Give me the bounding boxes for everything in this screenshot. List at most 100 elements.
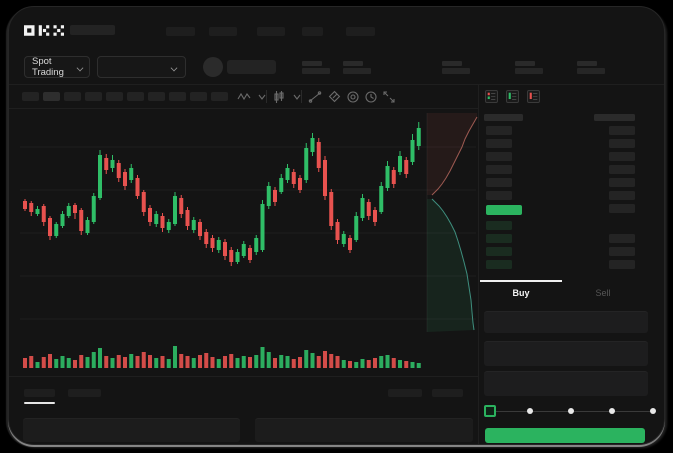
interval-button-skeleton[interactable] <box>64 92 81 101</box>
ask-amount-row-skeleton[interactable] <box>609 126 635 135</box>
ask-price-row-skeleton[interactable] <box>486 165 512 174</box>
history-clock-icon[interactable] <box>364 90 378 104</box>
coin-avatar <box>203 57 223 77</box>
bottom-tab-active-underline <box>24 402 55 404</box>
bottom-action-button-1[interactable] <box>388 389 422 397</box>
ask-amount-row-skeleton[interactable] <box>609 204 635 213</box>
book-bids-icon[interactable] <box>506 90 519 103</box>
stat-value-skeleton <box>302 68 330 74</box>
chevron-down-icon <box>77 64 82 71</box>
orderbook-price-header-skeleton <box>484 114 523 121</box>
chart-bottom-divider <box>9 376 478 377</box>
ticker-stat-skeleton <box>442 61 470 75</box>
stat-label-skeleton <box>577 61 597 66</box>
bottom-tab-1[interactable] <box>24 389 55 397</box>
bid-price-row-skeleton[interactable] <box>486 234 512 243</box>
bid-amount-row-skeleton[interactable] <box>609 247 635 256</box>
stat-value-skeleton <box>343 68 371 74</box>
book-asks-icon[interactable] <box>527 90 540 103</box>
chevron-down-icon[interactable] <box>290 90 304 104</box>
toolbar-divider <box>9 108 478 109</box>
pair-name-skeleton <box>227 60 276 74</box>
bid-price-row-skeleton[interactable] <box>486 221 512 230</box>
slider-stop-0[interactable] <box>484 405 496 417</box>
market-type-label: Spot Trading <box>32 56 64 78</box>
trade-tab-indicator <box>480 280 562 282</box>
total-input-skeleton[interactable] <box>484 371 648 396</box>
amount-input-skeleton[interactable] <box>484 341 648 366</box>
header-title-skeleton <box>70 25 115 35</box>
ask-amount-row-skeleton[interactable] <box>609 191 635 200</box>
slider-stop-4[interactable] <box>650 408 656 414</box>
nav-item-skeleton[interactable] <box>302 27 323 36</box>
stat-value-skeleton <box>577 68 605 74</box>
stat-label-skeleton <box>442 61 462 66</box>
bottom-info-bar-1 <box>23 418 240 442</box>
ticker-stat-skeleton <box>577 61 605 75</box>
buy-submit-button[interactable] <box>485 428 645 443</box>
header-divider <box>9 84 664 85</box>
slider-stop-2[interactable] <box>568 408 574 414</box>
okx-logo <box>24 25 64 36</box>
interval-button-skeleton[interactable] <box>43 92 60 101</box>
chevron-down-icon[interactable] <box>255 90 269 104</box>
bid-price-row-skeleton[interactable] <box>486 247 512 256</box>
tablet-screen: Spot Trading Buy Sell <box>8 6 665 445</box>
compare-tag-icon[interactable] <box>328 90 342 104</box>
interval-button-skeleton[interactable] <box>127 92 144 101</box>
candlestick-chart[interactable] <box>20 110 480 373</box>
interval-button-skeleton[interactable] <box>211 92 228 101</box>
toolbar-separator <box>266 90 267 103</box>
ticker-stat-skeleton <box>515 61 543 75</box>
interval-button-skeleton[interactable] <box>106 92 123 101</box>
toolbar-separator <box>301 90 302 103</box>
indicator-wave-icon[interactable] <box>237 90 251 104</box>
bid-amount-row-skeleton[interactable] <box>609 260 635 269</box>
stat-label-skeleton <box>343 61 363 66</box>
slider-stop-1[interactable] <box>527 408 533 414</box>
last-price-bar[interactable] <box>486 205 522 215</box>
bottom-action-button-2[interactable] <box>432 389 463 397</box>
nav-item-skeleton[interactable] <box>166 27 195 36</box>
market-type-dropdown[interactable]: Spot Trading <box>24 56 90 78</box>
stat-value-skeleton <box>442 68 470 74</box>
interval-button-skeleton[interactable] <box>169 92 186 101</box>
ticker-stat-skeleton <box>302 61 330 75</box>
candle-style-icon[interactable] <box>272 90 286 104</box>
interval-button-skeleton[interactable] <box>190 92 207 101</box>
bottom-tab-2[interactable] <box>68 389 101 397</box>
tab-sell[interactable]: Sell <box>595 288 611 298</box>
trendline-icon[interactable] <box>308 90 322 104</box>
ask-amount-row-skeleton[interactable] <box>609 152 635 161</box>
stat-value-skeleton <box>515 68 543 74</box>
stat-label-skeleton <box>302 61 322 66</box>
ask-amount-row-skeleton[interactable] <box>609 178 635 187</box>
ticker-stat-skeleton <box>343 61 371 75</box>
tab-buy[interactable]: Buy <box>512 288 530 298</box>
orderbook-amount-header-skeleton <box>594 114 635 121</box>
camera-icon[interactable] <box>346 90 360 104</box>
slider-stop-3[interactable] <box>609 408 615 414</box>
nav-item-skeleton[interactable] <box>346 27 375 36</box>
ask-price-row-skeleton[interactable] <box>486 139 512 148</box>
nav-item-skeleton[interactable] <box>257 27 285 36</box>
bid-amount-row-skeleton[interactable] <box>609 234 635 243</box>
ask-price-row-skeleton[interactable] <box>486 152 512 161</box>
ask-amount-row-skeleton[interactable] <box>609 165 635 174</box>
bid-price-row-skeleton[interactable] <box>486 260 512 269</box>
panel-divider-vertical <box>478 85 479 444</box>
ask-price-row-skeleton[interactable] <box>486 126 512 135</box>
ask-price-row-skeleton[interactable] <box>486 191 512 200</box>
price-input-skeleton[interactable] <box>484 311 648 333</box>
ask-price-row-skeleton[interactable] <box>486 178 512 187</box>
ask-amount-row-skeleton[interactable] <box>609 139 635 148</box>
interval-button-skeleton[interactable] <box>148 92 165 101</box>
interval-button-skeleton[interactable] <box>22 92 39 101</box>
chevron-down-icon <box>171 64 178 71</box>
book-all-icon[interactable] <box>485 90 498 103</box>
nav-item-skeleton[interactable] <box>209 27 237 36</box>
pair-selector-dropdown[interactable] <box>97 56 186 78</box>
stat-label-skeleton <box>515 61 535 66</box>
interval-button-skeleton[interactable] <box>85 92 102 101</box>
fullscreen-icon[interactable] <box>382 90 396 104</box>
